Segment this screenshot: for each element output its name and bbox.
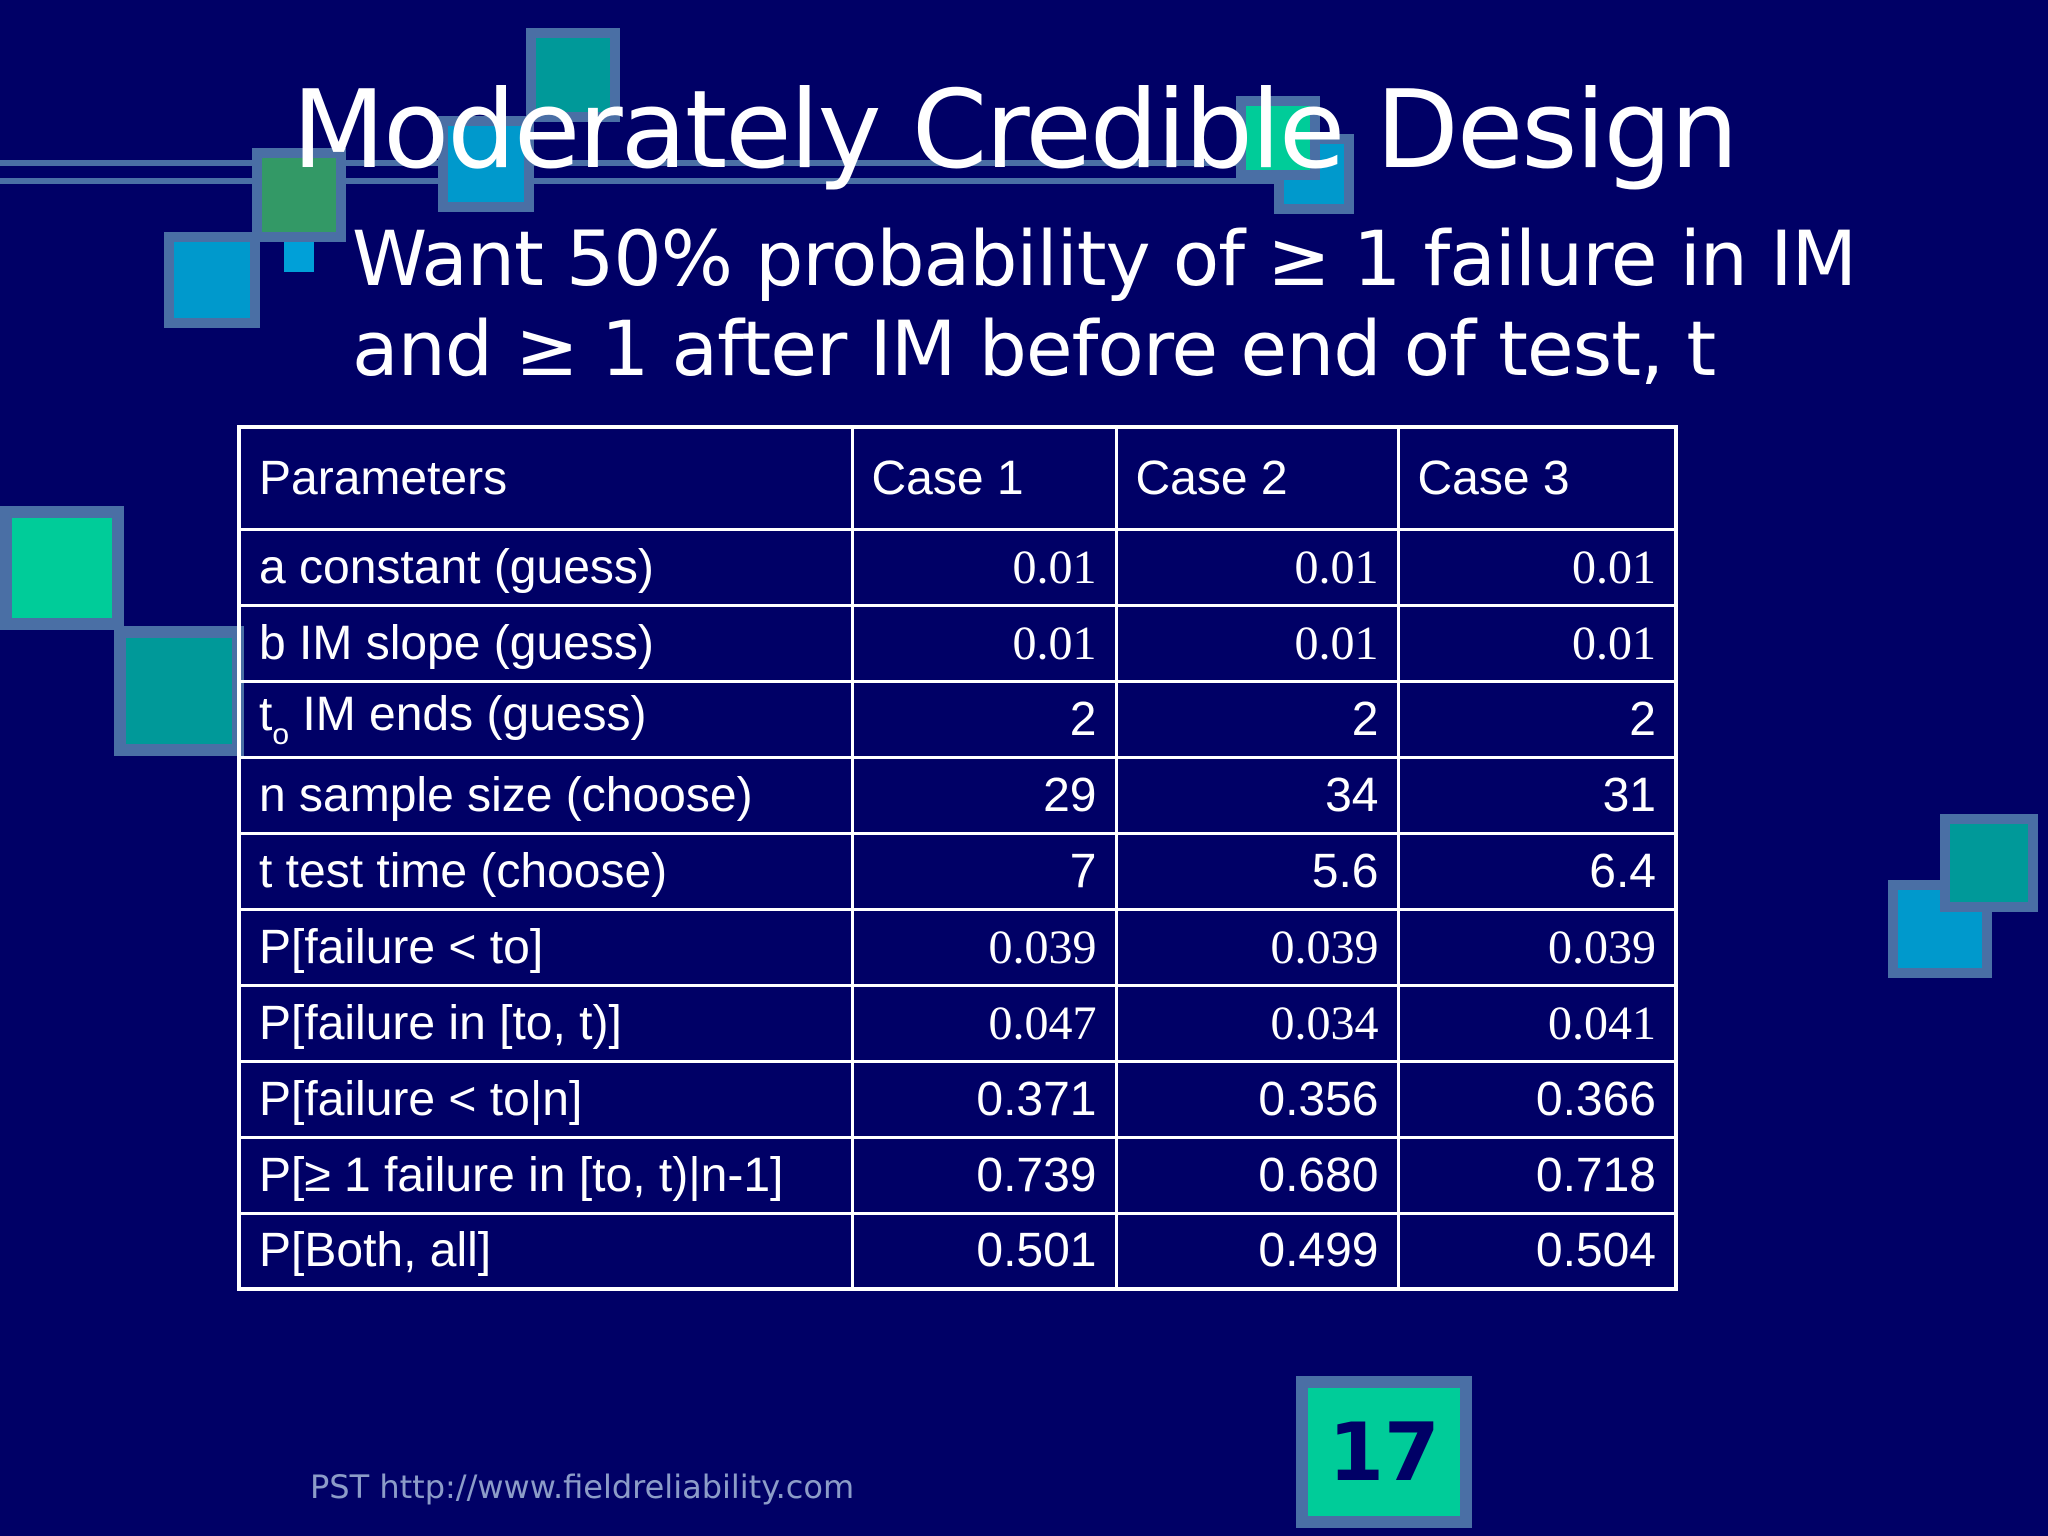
bullet-text: Want 50% probability of ≥ 1 failure in I…: [352, 214, 1992, 394]
cell-value: 5.6: [1114, 831, 1400, 911]
row-label: P[≥ 1 failure in [to, t)|n-1]: [237, 1135, 854, 1215]
cell-value: 0.356: [1114, 1059, 1400, 1139]
cell-value: 0.047: [850, 983, 1118, 1063]
row-label: P[failure < to]: [237, 907, 854, 987]
decor-square-teal-top: [526, 28, 620, 122]
decor-square-teal-right: [1940, 814, 2038, 912]
cell-value: 0.01: [1114, 527, 1400, 607]
slide-number: 17: [1296, 1376, 1472, 1528]
row-label: to IM ends (guess): [237, 679, 854, 759]
bullet-line-2: and ≥ 1 after IM before end of test, t: [352, 304, 1716, 393]
table-row: P[failure in [to, t)] 0.047 0.034 0.041: [237, 983, 1678, 1063]
cell-value: 0.01: [850, 527, 1118, 607]
decor-square-teal-left: [114, 626, 244, 756]
cell-value: 0.499: [1114, 1211, 1400, 1291]
decor-square-blue-title: [438, 116, 534, 212]
decor-line-top: [0, 160, 1340, 166]
decor-square-green-left: [0, 506, 124, 630]
cell-value: 0.041: [1396, 983, 1678, 1063]
footer-text: PST http://www.fieldreliability.com: [310, 1468, 855, 1506]
cell-value: 2: [850, 679, 1118, 759]
cell-value: 7: [850, 831, 1118, 911]
cell-value: 0.034: [1114, 983, 1400, 1063]
row-label: b IM slope (guess): [237, 603, 854, 683]
table-row: b IM slope (guess) 0.01 0.01 0.01: [237, 603, 1678, 683]
header-case-3: Case 3: [1396, 425, 1678, 531]
cell-value: 34: [1114, 755, 1400, 835]
cell-value: 0.371: [850, 1059, 1118, 1139]
cell-value: 0.718: [1396, 1135, 1678, 1215]
row-label: a constant (guess): [237, 527, 854, 607]
table-row: a constant (guess) 0.01 0.01 0.01: [237, 527, 1678, 607]
cell-value: 2: [1396, 679, 1678, 759]
bullet-line-1: Want 50% probability of ≥ 1 failure in I…: [352, 214, 1857, 303]
row-label: P[failure < to|n]: [237, 1059, 854, 1139]
table-row: P[failure < to] 0.039 0.039 0.039: [237, 907, 1678, 987]
cell-value: 0.039: [850, 907, 1118, 987]
cell-value: 31: [1396, 755, 1678, 835]
header-case-1: Case 1: [850, 425, 1118, 531]
cell-value: 0.504: [1396, 1211, 1678, 1291]
row-label: P[Both, all]: [237, 1211, 854, 1291]
table-row: to IM ends (guess) 2 2 2: [237, 679, 1678, 759]
table-row: P[Both, all] 0.501 0.499 0.504: [237, 1211, 1678, 1291]
cell-value: 0.739: [850, 1135, 1118, 1215]
header-parameters: Parameters: [237, 425, 854, 531]
cell-value: 0.366: [1396, 1059, 1678, 1139]
cell-value: 6.4: [1396, 831, 1678, 911]
cell-value: 0.01: [1114, 603, 1400, 683]
cell-value: 0.039: [1114, 907, 1400, 987]
table-row: n sample size (choose) 29 34 31: [237, 755, 1678, 835]
cell-value: 2: [1114, 679, 1400, 759]
cell-value: 0.680: [1114, 1135, 1400, 1215]
row-label: n sample size (choose): [237, 755, 854, 835]
header-case-2: Case 2: [1114, 425, 1400, 531]
row-label-text: IM ends (guess): [289, 687, 647, 741]
cell-value: 0.01: [1396, 527, 1678, 607]
cell-value: 29: [850, 755, 1118, 835]
cell-value: 0.01: [1396, 603, 1678, 683]
table-row: P[failure < to|n] 0.371 0.356 0.366: [237, 1059, 1678, 1139]
row-label: t test time (choose): [237, 831, 854, 911]
bullet-square-icon: [284, 242, 314, 272]
slide-title: Moderately Credible Design: [292, 68, 1739, 193]
decor-square-olive: [252, 148, 346, 242]
decor-line-top-lower: [0, 178, 1340, 184]
decor-square-green-title: [1236, 96, 1320, 180]
row-label: P[failure in [to, t)]: [237, 983, 854, 1063]
row-label-subscript: o: [272, 717, 290, 751]
cell-value: 0.01: [850, 603, 1118, 683]
cell-value: 0.501: [850, 1211, 1118, 1291]
cell-value: 0.039: [1396, 907, 1678, 987]
table-row: t test time (choose) 7 5.6 6.4: [237, 831, 1678, 911]
table-row: P[≥ 1 failure in [to, t)|n-1] 0.739 0.68…: [237, 1135, 1678, 1215]
parameters-table: Parameters Case 1 Case 2 Case 3 a consta…: [237, 425, 1678, 1291]
table-header-row: Parameters Case 1 Case 2 Case 3: [237, 425, 1678, 531]
row-label-prefix: t: [259, 687, 273, 741]
decor-square-blue-left: [164, 232, 260, 328]
